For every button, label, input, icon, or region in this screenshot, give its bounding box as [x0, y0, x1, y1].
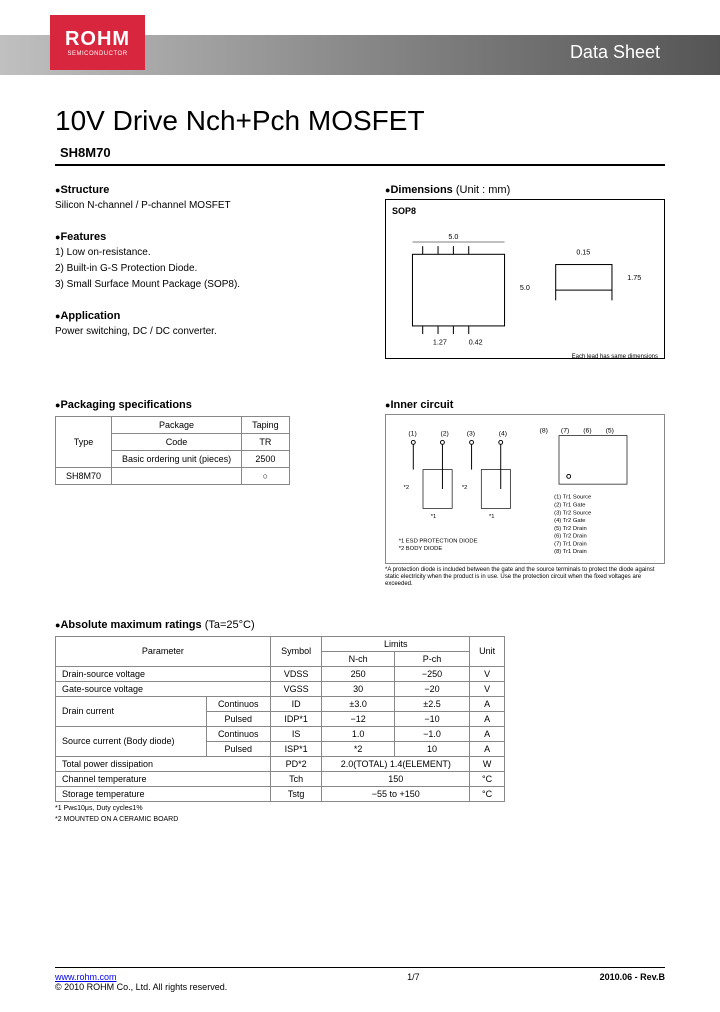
svg-text:5.0: 5.0 [520, 284, 530, 292]
svg-text:*2: *2 [462, 485, 468, 491]
features-heading: Features [55, 231, 355, 243]
svg-text:(2) Tr1 Gate: (2) Tr1 Gate [554, 502, 585, 508]
packaging-table: TypePackageTaping CodeTR Basic ordering … [55, 416, 290, 485]
footer-row: www.rohm.com © 2010 ROHM Co., Ltd. All r… [55, 972, 665, 992]
inner-circuit-heading: Inner circuit [385, 399, 665, 411]
application-section: Application Power switching, DC / DC con… [55, 310, 355, 339]
dimensions-heading: Dimensions (Unit : mm) [385, 184, 665, 196]
svg-text:(3): (3) [467, 431, 475, 438]
svg-text:5.0: 5.0 [448, 233, 458, 241]
ratings-heading: Absolute maximum ratings (Ta=25°C) [55, 619, 665, 631]
dimensions-note: Each lead has same dimensions [392, 354, 658, 360]
circuit-note: *A protection diode is included between … [385, 567, 665, 589]
copyright-text: © 2010 ROHM Co., Ltd. All rights reserve… [55, 982, 227, 992]
feature-item: 3) Small Surface Mount Package (SOP8). [55, 278, 355, 292]
logo-subtext: SEMICONDUCTOR [67, 51, 127, 57]
structure-section: Structure Silicon N-channel / P-channel … [55, 184, 355, 213]
svg-text:(4) Tr2 Gate: (4) Tr2 Gate [554, 518, 585, 524]
mid-columns: Packaging specifications TypePackageTapi… [55, 399, 665, 589]
svg-text:(3) Tr2 Source: (3) Tr2 Source [554, 510, 591, 516]
svg-text:(2): (2) [440, 431, 448, 438]
svg-text:(8) Tr1 Drain: (8) Tr1 Drain [554, 549, 587, 555]
packaging-heading: Packaging specifications [55, 399, 355, 411]
left-column: Structure Silicon N-channel / P-channel … [55, 184, 355, 359]
svg-text:(1): (1) [408, 431, 416, 438]
ratings-table: Parameter Symbol Limits Unit N-chP-ch Dr… [55, 636, 505, 802]
svg-text:*1: *1 [431, 514, 437, 520]
svg-text:(8): (8) [540, 428, 548, 435]
doc-type-label: Data Sheet [570, 42, 660, 63]
footer: www.rohm.com © 2010 ROHM Co., Ltd. All r… [55, 967, 665, 992]
svg-text:(5): (5) [606, 428, 614, 435]
svg-text:(1) Tr1 Source: (1) Tr1 Source [554, 495, 591, 501]
structure-text: Silicon N-channel / P-channel MOSFET [55, 199, 355, 213]
svg-text:(6): (6) [583, 428, 591, 435]
divider [55, 164, 665, 166]
page: ROHM SEMICONDUCTOR Data Sheet 10V Drive … [0, 0, 720, 1012]
dimensions-diagram: SOP8 5.0 1.75 0.15 1.27 0 [385, 199, 665, 359]
page-number: 1/7 [407, 972, 420, 992]
ratings-section: Absolute maximum ratings (Ta=25°C) Param… [55, 619, 665, 825]
package-drawing-icon: 5.0 1.75 0.15 1.27 0.42 5.0 [392, 220, 658, 350]
ratings-footnote: *2 MOUNTED ON A CERAMIC BOARD [55, 816, 665, 824]
svg-text:(5) Tr2 Drain: (5) Tr2 Drain [554, 526, 587, 532]
svg-text:0.15: 0.15 [576, 248, 590, 256]
svg-text:1.27: 1.27 [433, 338, 447, 346]
footer-left: www.rohm.com © 2010 ROHM Co., Ltd. All r… [55, 972, 227, 992]
structure-heading: Structure [55, 184, 355, 196]
feature-item: 1) Low on-resistance. [55, 246, 355, 260]
package-label: SOP8 [392, 206, 658, 216]
top-columns: Structure Silicon N-channel / P-channel … [55, 184, 665, 359]
page-title: 10V Drive Nch+Pch MOSFET [55, 105, 665, 137]
svg-text:*1 ESD PROTECTION DIODE: *1 ESD PROTECTION DIODE [399, 538, 478, 544]
features-section: Features 1) Low on-resistance. 2) Built-… [55, 231, 355, 292]
ratings-footnote: *1 Pw≤10μs, Duty cycle≤1% [55, 805, 665, 813]
circuit-diagram: (1)(2) (3)(4) *2*2 *1*1 (8)(7) (6)(5 [385, 414, 665, 564]
logo: ROHM SEMICONDUCTOR [50, 15, 145, 70]
content: 10V Drive Nch+Pch MOSFET SH8M70 Structur… [0, 105, 720, 824]
footer-url-link[interactable]: www.rohm.com [55, 972, 117, 982]
packaging-section: Packaging specifications TypePackageTapi… [55, 399, 355, 589]
svg-text:1.75: 1.75 [627, 274, 641, 282]
svg-text:(4): (4) [499, 431, 507, 438]
circuit-schematic-icon: (1)(2) (3)(4) *2*2 *1*1 (8)(7) (6)(5 [392, 421, 658, 557]
svg-text:*2: *2 [404, 485, 410, 491]
svg-text:(6) Tr2 Drain: (6) Tr2 Drain [554, 534, 587, 540]
revision-text: 2010.06 - Rev.B [600, 972, 665, 992]
header: ROHM SEMICONDUCTOR Data Sheet [0, 0, 720, 90]
svg-text:*2 BODY DIODE: *2 BODY DIODE [399, 546, 443, 552]
logo-text: ROHM [65, 28, 130, 51]
svg-text:0.42: 0.42 [469, 338, 483, 346]
right-column: Dimensions (Unit : mm) SOP8 5.0 1.75 [385, 184, 665, 359]
part-number: SH8M70 [55, 145, 665, 160]
svg-text:(7) Tr1 Drain: (7) Tr1 Drain [554, 541, 587, 547]
svg-text:(7): (7) [561, 428, 569, 435]
footer-divider [55, 967, 665, 968]
inner-circuit-section: Inner circuit (1) (2) (3) (4) *2 *2 *1 *1 [385, 399, 665, 589]
application-text: Power switching, DC / DC converter. [55, 325, 355, 339]
feature-item: 2) Built-in G-S Protection Diode. [55, 262, 355, 276]
svg-text:*1: *1 [489, 514, 495, 520]
application-heading: Application [55, 310, 355, 322]
